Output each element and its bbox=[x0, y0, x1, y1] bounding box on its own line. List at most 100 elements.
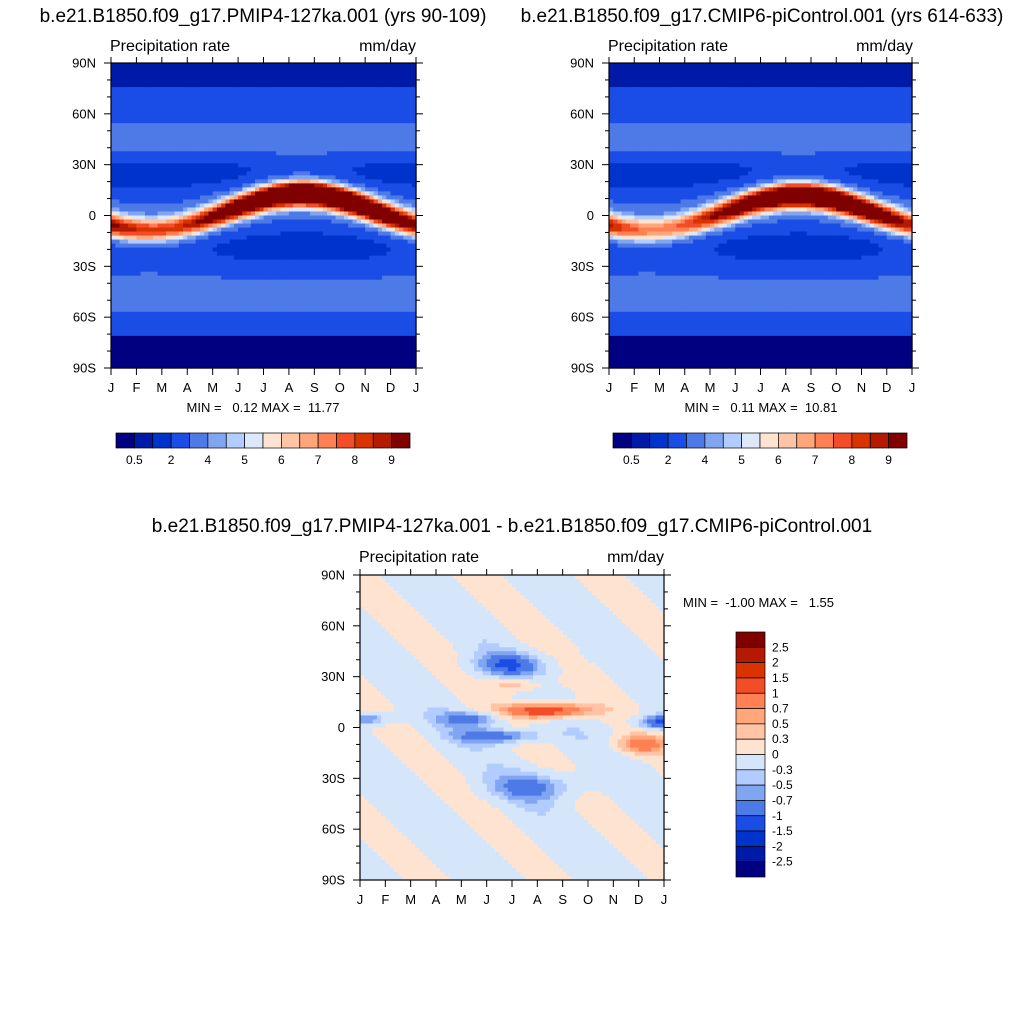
contour-cell bbox=[255, 299, 260, 305]
contour-cell bbox=[356, 203, 362, 209]
contour-cell bbox=[153, 107, 159, 112]
contour-cell bbox=[399, 195, 404, 201]
contour-cell bbox=[140, 163, 146, 168]
contour-cell bbox=[356, 151, 362, 156]
contour-cell bbox=[411, 79, 417, 84]
contour-cell bbox=[221, 315, 226, 321]
contour-cell bbox=[356, 155, 362, 160]
contour-cell bbox=[233, 151, 239, 156]
contour-cell bbox=[225, 127, 231, 132]
contour-cell bbox=[166, 83, 171, 88]
contour-cell bbox=[267, 259, 273, 265]
contour-cell bbox=[322, 183, 328, 188]
contour-cell bbox=[360, 187, 366, 193]
contour-cell bbox=[365, 123, 371, 128]
contour-cell bbox=[331, 191, 337, 197]
contour-cell bbox=[373, 87, 379, 92]
contour-cell bbox=[238, 291, 243, 297]
contour-cell bbox=[229, 299, 235, 305]
contour-cell bbox=[352, 135, 358, 140]
contour-cell bbox=[360, 123, 366, 128]
contour-cell bbox=[183, 63, 188, 68]
contour-cell bbox=[195, 79, 201, 84]
contour-cell bbox=[394, 303, 400, 309]
contour-cell bbox=[178, 187, 184, 193]
contour-cell bbox=[373, 163, 379, 168]
contour-cell bbox=[144, 135, 150, 140]
contour-cell bbox=[132, 167, 138, 172]
contour-cell bbox=[352, 259, 358, 265]
contour-cell bbox=[111, 107, 116, 112]
contour-cell bbox=[352, 151, 358, 156]
contour-cell bbox=[377, 111, 383, 116]
contour-cell bbox=[399, 103, 404, 108]
contour-cell bbox=[390, 159, 396, 164]
contour-cell bbox=[335, 119, 341, 124]
contour-cell bbox=[111, 63, 116, 68]
contour-cell bbox=[280, 259, 286, 265]
contour-cell bbox=[221, 151, 226, 156]
contour-cell bbox=[199, 111, 205, 116]
contour-cell bbox=[136, 67, 142, 72]
contour-cell bbox=[132, 191, 138, 197]
contour-cell bbox=[284, 215, 290, 221]
contour-cell bbox=[356, 223, 362, 229]
contour-cell bbox=[369, 199, 375, 205]
contour-cell bbox=[195, 239, 201, 245]
contour-cell bbox=[314, 235, 320, 241]
contour-cell bbox=[394, 115, 400, 120]
contour-cell bbox=[115, 131, 121, 136]
contour-cell bbox=[348, 263, 354, 269]
contour-cell bbox=[335, 139, 341, 144]
contour-cell bbox=[360, 215, 366, 221]
contour-cell bbox=[216, 167, 222, 172]
contour-cell bbox=[288, 267, 294, 273]
contour-cell bbox=[310, 263, 315, 269]
contour-cell bbox=[352, 211, 358, 217]
contour-cell bbox=[136, 111, 142, 116]
contour-cell bbox=[229, 175, 235, 180]
contour-cell bbox=[195, 227, 201, 233]
contour-cell bbox=[373, 271, 379, 277]
contour-cell bbox=[212, 219, 218, 225]
contour-cell bbox=[212, 315, 218, 321]
contour-cell bbox=[365, 287, 371, 293]
contour-cell bbox=[399, 163, 404, 168]
contour-cell bbox=[111, 235, 116, 241]
contour-cell bbox=[119, 155, 125, 160]
contour-cell bbox=[221, 103, 226, 108]
contour-cell bbox=[348, 187, 354, 193]
contour-cell bbox=[352, 303, 358, 309]
contour-cell bbox=[157, 99, 163, 104]
contour-cell bbox=[343, 295, 349, 301]
contour-cell bbox=[394, 331, 400, 337]
contour-cell bbox=[335, 219, 341, 225]
contour-cell bbox=[225, 327, 231, 333]
contour-cell bbox=[199, 315, 205, 321]
contour-cell bbox=[157, 159, 163, 164]
contour-cell bbox=[390, 179, 396, 184]
contour-cell bbox=[144, 107, 150, 112]
contour-cell bbox=[365, 307, 371, 313]
contour-cell bbox=[212, 255, 218, 261]
contour-cell bbox=[407, 303, 413, 309]
contour-cell bbox=[187, 103, 193, 108]
contour-cell bbox=[166, 159, 171, 164]
contour-cell bbox=[305, 315, 311, 321]
contour-cell bbox=[221, 235, 226, 241]
contour-cell bbox=[127, 183, 133, 188]
contour-cell bbox=[216, 87, 222, 92]
contour-cell bbox=[352, 63, 358, 68]
contour-cell bbox=[259, 275, 265, 281]
contour-cell bbox=[216, 75, 222, 80]
contour-cell bbox=[216, 259, 222, 265]
contour-cell bbox=[356, 271, 362, 277]
contour-cell bbox=[335, 135, 341, 140]
contour-cell bbox=[293, 195, 298, 201]
contour-cell bbox=[280, 147, 286, 152]
contour-cell bbox=[149, 191, 154, 197]
contour-cell bbox=[318, 87, 324, 92]
contour-cell bbox=[318, 71, 324, 76]
contour-cell bbox=[174, 143, 180, 148]
contour-cell bbox=[233, 311, 239, 317]
